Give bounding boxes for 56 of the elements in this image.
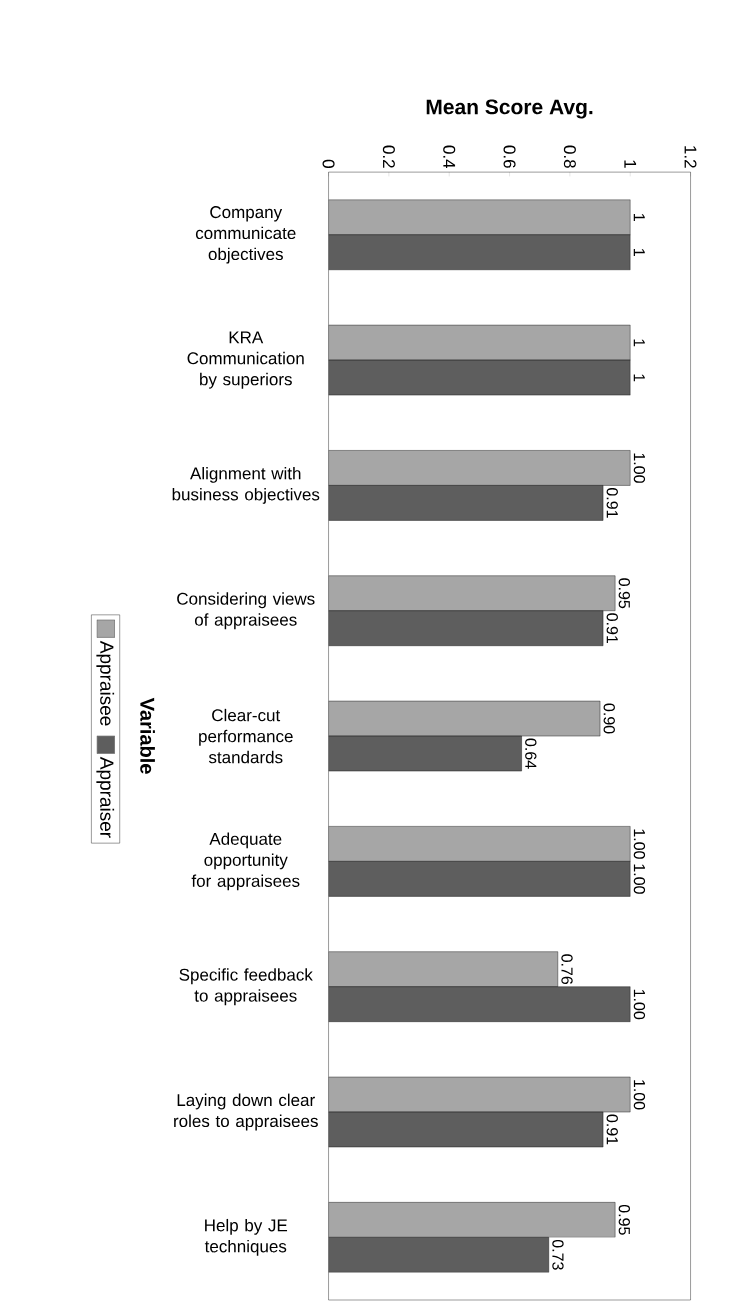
y-tick-label: Specific feedback to appraisees — [179, 968, 314, 1006]
bar — [328, 234, 631, 270]
bar — [328, 485, 604, 521]
bar — [328, 1237, 550, 1273]
bar — [328, 1202, 616, 1238]
data-label: 0.95 — [618, 1204, 631, 1235]
data-label: 0.91 — [606, 487, 619, 518]
bar — [328, 575, 616, 611]
y-tick-label: Clear-cut performance standards — [199, 708, 293, 764]
data-label: 1 — [633, 339, 645, 347]
y-axis-title: Variable — [140, 697, 156, 774]
data-label: 0.73 — [552, 1239, 564, 1270]
bar — [328, 951, 559, 987]
bar — [328, 700, 601, 737]
y-tick-label: Help by JE techniques — [205, 1218, 288, 1256]
bar — [328, 861, 631, 897]
y-tick-label: Alignment with business objectives — [172, 467, 320, 504]
x-tick-label: 0.8 — [564, 145, 577, 168]
data-label: 0.90 — [603, 703, 616, 734]
x-axis-title: Mean Score Avg. — [426, 99, 593, 119]
data-label: 1.00 — [633, 1080, 646, 1110]
x-tick-label: 0 — [322, 159, 335, 168]
y-tick-label: Laying down clear roles to appraisees — [174, 1093, 319, 1131]
y-tick-label: Adequate opportunity for appraisees — [191, 832, 300, 891]
bar — [328, 359, 631, 396]
x-tick-label: 1 — [624, 160, 637, 168]
bar — [328, 1076, 631, 1113]
bar — [328, 610, 604, 646]
data-label: 0.64 — [525, 738, 537, 769]
legend-label: Appraisee — [96, 640, 115, 726]
data-label: 1 — [633, 374, 645, 382]
data-label: 1 — [633, 249, 645, 256]
data-label: 1.00 — [633, 989, 646, 1020]
bar — [328, 199, 631, 235]
y-tick-label: Considering views of appraisees — [177, 592, 315, 630]
data-label: 1.00 — [633, 453, 646, 483]
y-tick-label: Company communicate objectives — [196, 206, 296, 264]
data-label: 1.00 — [633, 829, 646, 859]
x-tick-label: 1.2 — [684, 146, 697, 168]
data-label: 0.91 — [606, 613, 619, 644]
data-label: 0.76 — [561, 954, 573, 985]
legend-label: Appraiser — [96, 756, 115, 838]
bar — [328, 735, 523, 772]
bar — [328, 986, 631, 1022]
x-tick-label: 0.6 — [503, 145, 516, 168]
data-label: 0.91 — [606, 1114, 619, 1145]
x-tick-label: 0.2 — [383, 145, 396, 168]
x-tick-label: 0.4 — [443, 145, 456, 169]
bar — [328, 450, 631, 486]
bar — [328, 324, 631, 361]
bar — [328, 826, 631, 862]
data-label: 1 — [633, 214, 645, 221]
data-label: 1.00 — [633, 864, 646, 894]
y-tick-label: KRA Communication by superiors — [187, 331, 304, 389]
data-label: 0.95 — [618, 578, 631, 609]
bar — [328, 1111, 604, 1148]
